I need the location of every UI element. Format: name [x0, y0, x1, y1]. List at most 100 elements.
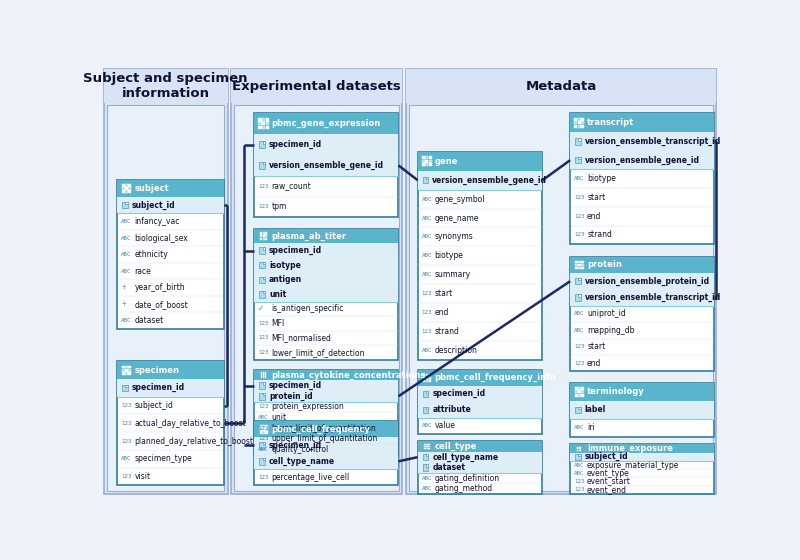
Text: year_of_birth: year_of_birth — [134, 283, 185, 292]
Text: mapping_db: mapping_db — [587, 326, 634, 335]
Bar — [263, 375, 265, 376]
Text: end: end — [587, 212, 602, 221]
Bar — [118, 379, 224, 396]
Text: terminology: terminology — [587, 388, 645, 396]
Text: ABC: ABC — [574, 425, 585, 430]
Bar — [262, 382, 265, 385]
Bar — [570, 113, 714, 132]
Bar — [262, 248, 265, 250]
Text: pbmc_cell_frequency_info: pbmc_cell_frequency_info — [434, 373, 556, 382]
Text: ABC: ABC — [574, 328, 585, 333]
Text: race: race — [134, 267, 151, 276]
Text: cell_type_name: cell_type_name — [432, 452, 498, 461]
Bar — [570, 383, 714, 437]
Bar — [259, 428, 262, 431]
Text: ABC: ABC — [122, 456, 132, 461]
Text: ABC: ABC — [422, 216, 432, 221]
Bar — [570, 401, 714, 419]
Bar — [580, 448, 582, 449]
Bar — [266, 232, 267, 235]
Bar — [426, 164, 429, 166]
Text: ABC: ABC — [422, 475, 432, 480]
Bar — [426, 444, 428, 445]
Bar — [422, 380, 426, 382]
Text: start: start — [587, 193, 606, 202]
Bar — [426, 390, 428, 393]
Bar — [260, 238, 262, 240]
Text: 123: 123 — [574, 214, 585, 219]
Bar — [262, 431, 265, 433]
Text: visit: visit — [134, 472, 150, 481]
Text: version_ensemble_transcript_id: version_ensemble_transcript_id — [585, 137, 721, 146]
Bar — [418, 386, 542, 418]
Bar — [570, 383, 714, 401]
Bar — [424, 448, 426, 449]
Bar — [260, 232, 262, 235]
Text: 123: 123 — [574, 487, 585, 492]
Text: specimen_id: specimen_id — [132, 384, 185, 393]
Text: 123: 123 — [122, 421, 132, 426]
Text: gating_definition: gating_definition — [434, 474, 500, 483]
Text: ABC: ABC — [258, 415, 269, 420]
Bar — [103, 69, 227, 494]
Bar — [254, 370, 398, 380]
Text: subject: subject — [134, 184, 169, 193]
Bar — [578, 138, 581, 141]
Text: ABC: ABC — [574, 311, 585, 316]
Bar — [582, 122, 584, 124]
Bar — [254, 229, 398, 244]
Text: 123: 123 — [258, 321, 269, 326]
Bar — [254, 421, 398, 437]
Bar — [429, 374, 431, 376]
Bar — [254, 113, 398, 217]
Text: version_ensemble_protein_id: version_ensemble_protein_id — [585, 277, 710, 286]
Text: 123: 123 — [574, 344, 585, 349]
Bar — [259, 141, 265, 148]
Bar — [259, 262, 265, 268]
Bar — [426, 454, 428, 456]
Bar — [259, 248, 265, 254]
Bar — [578, 278, 581, 281]
Bar — [574, 394, 578, 396]
Bar — [260, 235, 262, 237]
Bar — [254, 229, 398, 360]
Text: ABC: ABC — [122, 236, 132, 241]
Text: uniprot_id: uniprot_id — [587, 310, 626, 319]
Bar — [570, 113, 714, 244]
Bar — [262, 291, 265, 293]
Text: Experimental datasets: Experimental datasets — [233, 80, 402, 92]
Text: ☥: ☥ — [122, 302, 126, 307]
Bar — [263, 372, 265, 374]
Bar — [570, 273, 714, 306]
Text: antigen: antigen — [269, 276, 302, 284]
Bar — [266, 122, 269, 125]
Bar — [259, 393, 265, 399]
Bar — [574, 125, 578, 128]
Bar — [128, 190, 131, 193]
Text: start: start — [434, 289, 453, 298]
Bar — [126, 190, 128, 193]
Text: specimen_type: specimen_type — [134, 454, 192, 463]
Bar — [406, 69, 717, 104]
Text: gene_name: gene_name — [434, 213, 479, 222]
Bar — [126, 372, 128, 375]
Text: end: end — [587, 358, 602, 368]
Bar — [262, 262, 265, 264]
Text: planned_day_relative_to_boost: planned_day_relative_to_boost — [134, 437, 254, 446]
Text: 123: 123 — [422, 310, 432, 315]
Bar — [410, 105, 714, 491]
Text: specimen_id: specimen_id — [269, 246, 322, 255]
Text: cell_type_name: cell_type_name — [269, 457, 335, 466]
Bar — [122, 184, 125, 187]
Bar — [422, 390, 428, 397]
Text: synonyms: synonyms — [434, 232, 474, 241]
Bar — [579, 450, 580, 451]
Bar — [259, 291, 265, 297]
Text: date_of_boost: date_of_boost — [134, 300, 188, 309]
Text: description: description — [434, 346, 478, 355]
Text: ABC: ABC — [422, 197, 432, 202]
Text: biological_sex: biological_sex — [134, 234, 188, 242]
Bar — [262, 277, 265, 279]
Text: 123: 123 — [258, 335, 269, 340]
Bar — [262, 428, 265, 431]
